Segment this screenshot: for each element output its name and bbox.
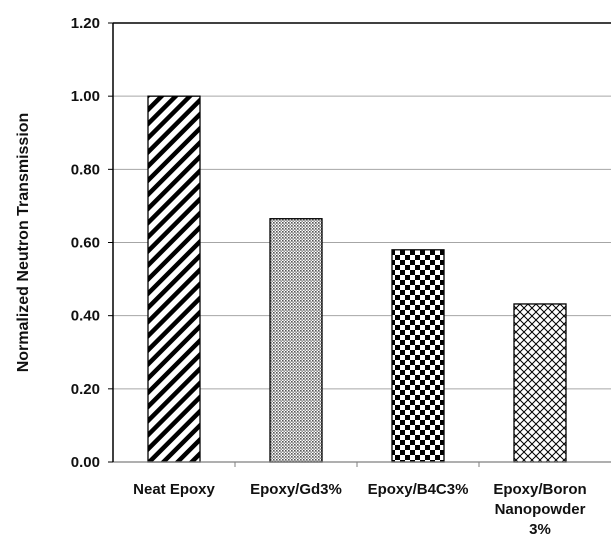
category-label: Epoxy/Boron Nanopowder 3% <box>493 481 586 538</box>
category-label-line: Epoxy/Gd3% <box>250 481 342 498</box>
category-label-line: Epoxy/B4C3% <box>368 481 469 498</box>
bars <box>147 95 567 463</box>
y-axis-title: Normalized Neutron Transmission <box>15 113 32 373</box>
bar-4 <box>513 303 567 463</box>
category-label: Neat Epoxy <box>133 481 215 498</box>
y-tick-label: 0.00 <box>71 454 100 471</box>
y-tick-label: 1.20 <box>71 15 100 32</box>
bar-2 <box>269 218 323 463</box>
bar-3 <box>391 249 445 463</box>
category-label: Epoxy/Gd3% <box>250 481 342 498</box>
y-tick-label: 0.20 <box>71 381 100 398</box>
category-label-line: Neat Epoxy <box>133 481 215 498</box>
y-tick-label: 0.80 <box>71 161 100 178</box>
category-label-line: Epoxy/Boron <box>493 481 586 498</box>
category-labels: Neat Epoxy Epoxy/Gd3% Epoxy/B4C3% Epoxy/Bor… <box>133 462 587 538</box>
y-tick-label: 1.00 <box>71 88 100 105</box>
category-label-line: Nanopowder <box>495 501 586 518</box>
y-tick-label: 0.40 <box>71 308 100 325</box>
category-label: Epoxy/B4C3% <box>368 481 469 498</box>
category-label-line: 3% <box>529 521 551 538</box>
y-tick-labels: 0.00 0.20 0.40 0.60 0.80 1.00 1.20 <box>71 15 113 471</box>
y-tick-label: 0.60 <box>71 235 100 252</box>
bar-1 <box>147 95 201 463</box>
